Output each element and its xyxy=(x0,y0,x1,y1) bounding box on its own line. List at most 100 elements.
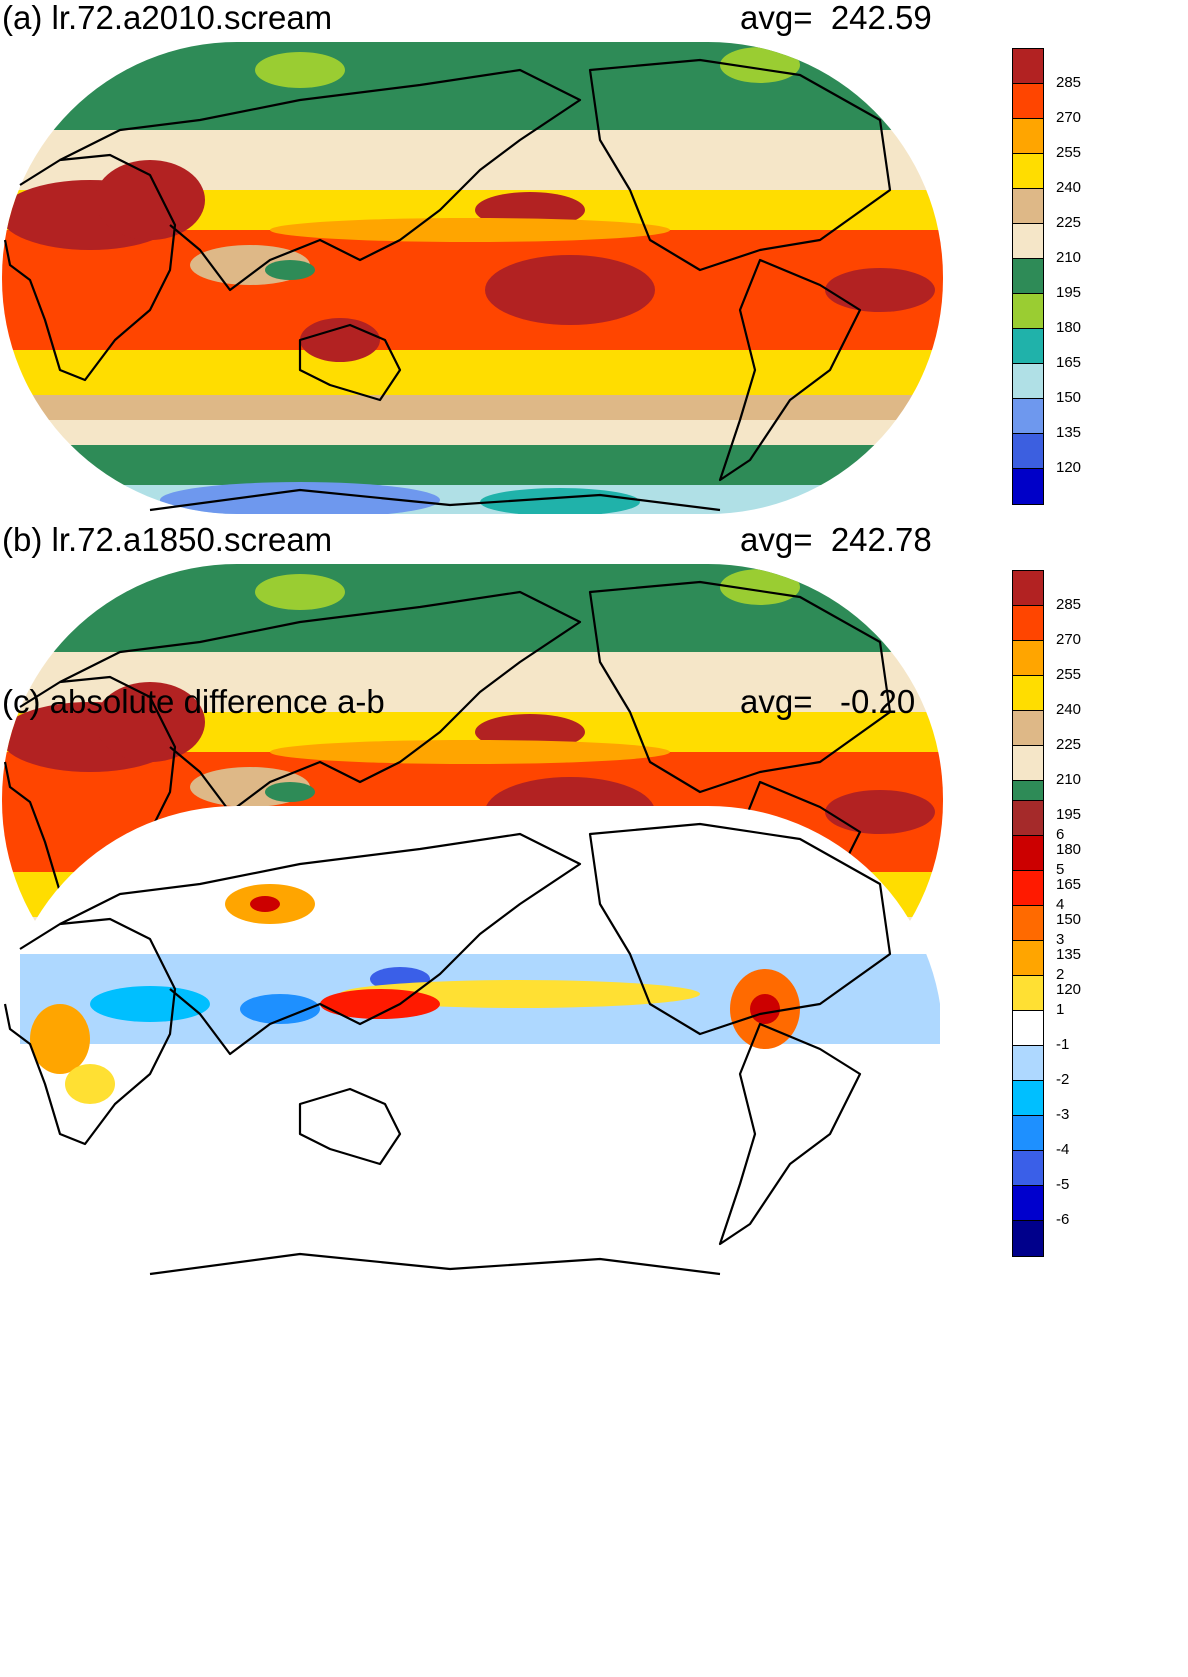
arctic-light-patch-2 xyxy=(720,47,800,83)
colorbar-bin xyxy=(1012,258,1044,295)
coastlines xyxy=(3,822,892,1276)
coast-south-america xyxy=(718,1022,862,1246)
colorbar-tick: 2 xyxy=(1056,966,1065,983)
coast-antarctica xyxy=(149,488,721,512)
colorbar-bin xyxy=(1012,398,1044,435)
colorbar-tick: 150 xyxy=(1056,911,1082,928)
colorbar-bin xyxy=(1012,363,1044,400)
coast-africa xyxy=(3,153,177,382)
tropic-yellow-band xyxy=(270,218,670,242)
arctic-light-patch-2 xyxy=(720,569,800,605)
colorbar-tick: 255 xyxy=(1056,144,1082,161)
coast-australia xyxy=(298,1087,402,1166)
colorbar-bin xyxy=(1012,1115,1044,1152)
colorbar-tick: -5 xyxy=(1056,1176,1070,1193)
colorbar-tick: 120 xyxy=(1056,981,1082,998)
colorbar-tick: 165 xyxy=(1056,876,1082,893)
colorbar-tick: 270 xyxy=(1056,631,1082,648)
colorbar-tick: 165 xyxy=(1056,354,1082,371)
coastlines xyxy=(3,58,892,512)
diff-red-asia xyxy=(250,896,280,912)
indonesia-green-patch xyxy=(265,260,315,280)
coast-antarctica xyxy=(149,1252,721,1276)
colorbar-tick: -3 xyxy=(1056,1106,1070,1123)
arctic-light-patch xyxy=(255,574,345,610)
colorbar-bin xyxy=(1012,605,1044,642)
warm-pool-pacific xyxy=(485,255,655,325)
colorbar-tick: -4 xyxy=(1056,1141,1070,1158)
coast-australia xyxy=(298,323,402,402)
indonesia-green-patch xyxy=(265,782,315,802)
arctic-light-patch xyxy=(255,52,345,88)
colorbar-bin xyxy=(1012,83,1044,120)
band-southern-ocean xyxy=(2,420,943,445)
diff-blue-indian xyxy=(90,986,210,1022)
colorbar-tick: 195 xyxy=(1056,284,1082,301)
colorbar-bin xyxy=(1012,1010,1044,1047)
colorbar-bin xyxy=(1012,1150,1044,1187)
panel-c: (c) absolute difference a-b avg= -0.20 xyxy=(0,684,1188,1676)
colorbar-tick: 3 xyxy=(1056,931,1065,948)
tropic-yellow-band xyxy=(270,740,670,764)
colorbar-bin xyxy=(1012,1045,1044,1082)
colorbar-tick: 285 xyxy=(1056,74,1082,91)
colorbar-bin xyxy=(1012,640,1044,677)
colorbar-tick: 255 xyxy=(1056,666,1082,683)
colorbar-bin xyxy=(1012,905,1044,942)
colorbar-bin xyxy=(1012,468,1044,505)
colorbar-tick: 210 xyxy=(1056,771,1082,788)
colorbar-bin xyxy=(1012,153,1044,190)
colorbar-tick: 135 xyxy=(1056,424,1082,441)
band-arctic xyxy=(2,42,943,130)
colorbar-bin xyxy=(1012,835,1044,872)
colorbar-bin xyxy=(1012,433,1044,470)
colorbar-bin xyxy=(1012,223,1044,260)
warm-pool-arabia xyxy=(95,682,205,762)
colorbar-tick: 225 xyxy=(1056,214,1082,231)
colorbar-bin xyxy=(1012,975,1044,1012)
band-south-sub xyxy=(2,350,943,395)
colorbar-tick: 5 xyxy=(1056,861,1065,878)
colorbar-tick: 270 xyxy=(1056,109,1082,126)
colorbar-tick: -2 xyxy=(1056,1071,1070,1088)
colorbar-tick: -6 xyxy=(1056,1211,1070,1228)
diff-red-amazon xyxy=(750,994,780,1024)
colorbar-tick: 240 xyxy=(1056,701,1082,718)
coast-eurasia xyxy=(59,68,582,292)
colorbar-bin xyxy=(1012,800,1044,837)
colorbar-bin xyxy=(1012,1185,1044,1222)
diff-orange-africa xyxy=(30,1004,90,1074)
antarctic-cold-core xyxy=(160,482,440,514)
colorbar-tick: 180 xyxy=(1056,841,1082,858)
colorbar-bin xyxy=(1012,570,1044,607)
coast-eurasia xyxy=(59,832,582,1056)
colorbar-bin xyxy=(1012,1080,1044,1117)
coast-south-america xyxy=(718,258,862,482)
diff-yellow-africa xyxy=(65,1064,115,1104)
colorbar-bin xyxy=(1012,328,1044,365)
panel-title: (a) lr.72.a2010.scream xyxy=(2,0,333,36)
colorbar-bin xyxy=(1012,118,1044,155)
coast-africa xyxy=(3,917,177,1146)
coast-north-america xyxy=(588,822,892,1036)
band-arctic xyxy=(2,564,943,652)
panel-title: (b) lr.72.a1850.scream xyxy=(2,521,333,558)
panel-average: avg= -0.20 xyxy=(740,683,916,720)
warm-pool-atlantic xyxy=(825,268,935,312)
band-antarctica xyxy=(2,485,943,514)
colorbar-tick: 1 xyxy=(1056,1001,1065,1018)
panel-average: avg= 242.59 xyxy=(740,0,932,36)
colorbar-bin xyxy=(1012,48,1044,85)
colorbar-tick: 120 xyxy=(1056,459,1082,476)
colorbar-tick: 180 xyxy=(1056,319,1082,336)
colorbar-bin xyxy=(1012,293,1044,330)
colorbar-tick: 150 xyxy=(1056,389,1082,406)
colorbar-tick: 225 xyxy=(1056,736,1082,753)
band-antarctic-ring xyxy=(2,445,943,485)
panel-average: avg= 242.78 xyxy=(740,521,932,558)
warm-pool-australia xyxy=(300,318,380,362)
panel-a: (a) lr.72.a2010.scream avg= 242.59 xyxy=(0,0,1188,520)
colorbar-bin xyxy=(1012,870,1044,907)
colorbar-tick: 195 xyxy=(1056,806,1082,823)
band-tropics xyxy=(2,230,943,350)
